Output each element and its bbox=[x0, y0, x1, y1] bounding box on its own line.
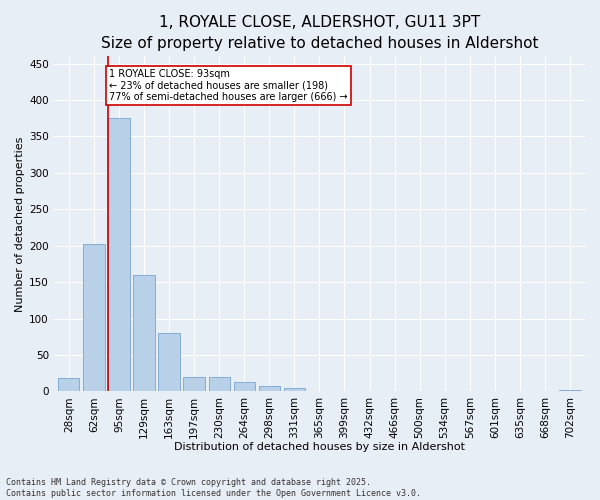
Bar bbox=[108, 118, 130, 392]
Y-axis label: Number of detached properties: Number of detached properties bbox=[15, 136, 25, 312]
Bar bbox=[259, 386, 280, 392]
Bar bbox=[83, 244, 104, 392]
Title: 1, ROYALE CLOSE, ALDERSHOT, GU11 3PT
Size of property relative to detached house: 1, ROYALE CLOSE, ALDERSHOT, GU11 3PT Siz… bbox=[101, 15, 538, 51]
Bar bbox=[158, 333, 179, 392]
Bar bbox=[434, 390, 455, 392]
Bar bbox=[133, 275, 155, 392]
Text: 1 ROYALE CLOSE: 93sqm
← 23% of detached houses are smaller (198)
77% of semi-det: 1 ROYALE CLOSE: 93sqm ← 23% of detached … bbox=[109, 68, 348, 102]
Text: Contains HM Land Registry data © Crown copyright and database right 2025.
Contai: Contains HM Land Registry data © Crown c… bbox=[6, 478, 421, 498]
Bar bbox=[233, 382, 255, 392]
Bar bbox=[559, 390, 581, 392]
Bar bbox=[284, 388, 305, 392]
Bar bbox=[309, 390, 330, 392]
Bar bbox=[209, 377, 230, 392]
X-axis label: Distribution of detached houses by size in Aldershot: Distribution of detached houses by size … bbox=[174, 442, 465, 452]
Bar bbox=[184, 377, 205, 392]
Bar bbox=[58, 378, 79, 392]
